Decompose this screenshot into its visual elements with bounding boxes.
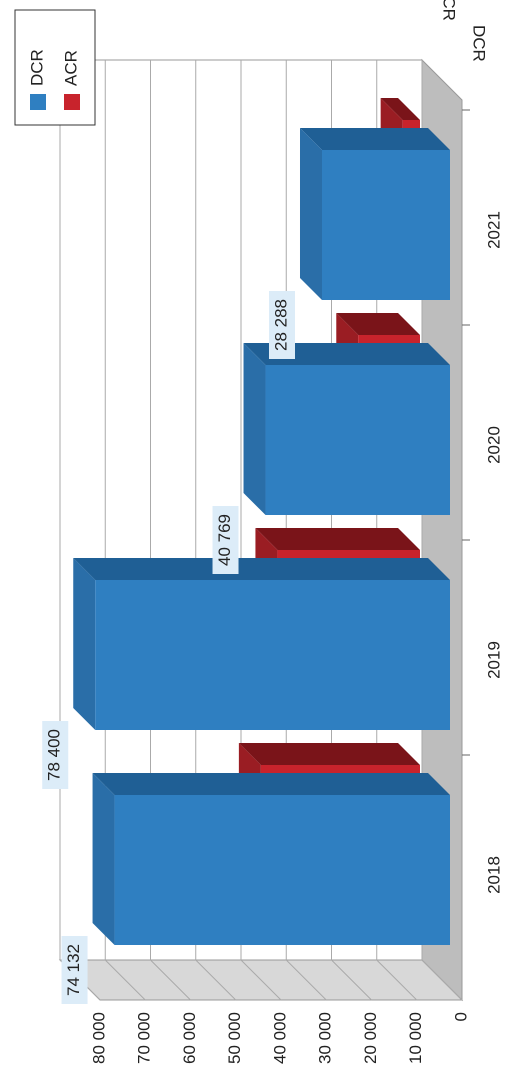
x-tick-label: 2021 [484, 211, 503, 249]
bar [95, 580, 451, 730]
grid-line [240, 60, 282, 1001]
legend-label: ACR [61, 50, 80, 86]
bar [321, 150, 450, 300]
value-label: 74 132 [64, 944, 83, 996]
grid-line [104, 60, 146, 1001]
bar [114, 795, 450, 945]
y-tick-label: 70 000 [135, 1012, 154, 1064]
value-label-bg [61, 936, 88, 1004]
bar-side [380, 98, 420, 120]
y-tick-label: 30 000 [316, 1012, 335, 1064]
bar-top [299, 128, 322, 300]
bar-side [238, 743, 420, 765]
y-tick-label: 50 000 [225, 1012, 244, 1064]
y-tick-label: 60 000 [180, 1012, 199, 1064]
y-tick-label: 0 [451, 1012, 470, 1021]
rotated-chart: 0 10 000 20 000 30 000 40 000 50 000 60 000 70 … [14, 0, 503, 1064]
value-label-bg [42, 721, 69, 789]
x-tick-label: 2018 [484, 856, 503, 894]
bar-side [92, 773, 450, 795]
bar-side [299, 128, 450, 150]
grid-line [195, 60, 237, 1001]
bar-side [255, 528, 420, 550]
bar-side [336, 313, 420, 335]
bar-side [243, 343, 450, 365]
grid-line [150, 60, 191, 1001]
value-label-bg [268, 291, 295, 359]
y-tick-label: 20 000 [361, 1012, 380, 1064]
legend-swatch [64, 94, 80, 110]
x-tick-label: 2019 [484, 641, 503, 679]
y-tick-label: 40 000 [270, 1012, 289, 1064]
y-tick-label: 80 000 [89, 1012, 108, 1064]
legend-label: DCR [27, 49, 46, 86]
legend-swatch [30, 94, 46, 110]
bar-side [73, 558, 450, 580]
bar-top [92, 773, 115, 945]
bar-top [73, 558, 96, 730]
bar [265, 365, 450, 515]
x-tick-label: 2020 [484, 426, 503, 464]
value-label: 40 769 [215, 514, 234, 566]
value-label: 28 288 [271, 299, 290, 351]
value-label-bg [212, 506, 239, 574]
y-tick-label: 10 000 [406, 1012, 425, 1064]
depth-label: ACR [440, 0, 459, 21]
depth-label: DCR [470, 25, 489, 62]
bar-top [243, 343, 266, 515]
value-label: 78 400 [45, 729, 64, 781]
